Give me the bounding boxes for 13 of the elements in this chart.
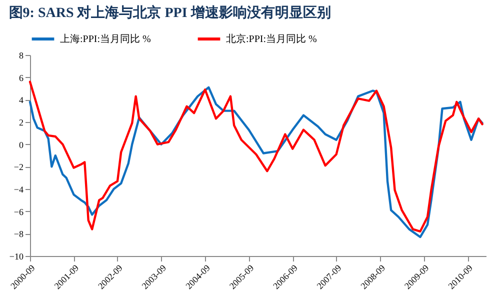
y-tick-label: 0: [19, 140, 24, 150]
y-tick-label: −10: [9, 252, 24, 262]
y-tick-label: 4: [19, 95, 24, 106]
chart-title: 图9: SARS 对上海与北京 PPI 增速影响没有明显区别: [8, 4, 331, 21]
y-tick-label: −2: [14, 162, 24, 172]
legend-label: 北京:PPI:当月同比 %: [226, 33, 317, 45]
y-tick-label: −4: [14, 184, 24, 194]
y-tick-label: 8: [19, 50, 24, 60]
y-tick-label: −6: [14, 206, 24, 217]
legend-label: 上海:PPI:当月同比 %: [60, 33, 151, 45]
y-tick-label: −8: [14, 229, 24, 240]
y-tick-label: 2: [19, 118, 24, 128]
y-tick-label: 6: [19, 72, 24, 83]
